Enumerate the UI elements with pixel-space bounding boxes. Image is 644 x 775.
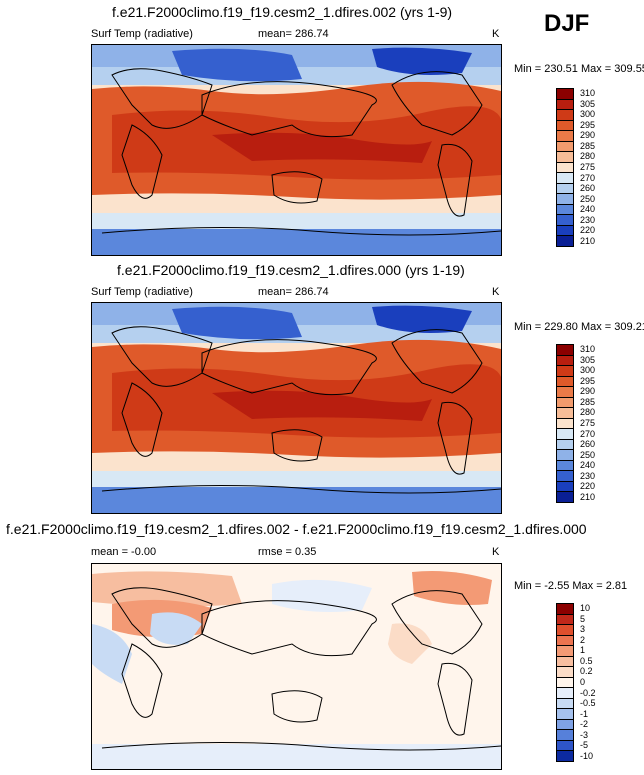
- panel1-title: f.e21.F2000climo.f19_f19.cesm2_1.dfires.…: [112, 4, 453, 20]
- colorbar-tick-label: 300: [580, 365, 596, 376]
- colorbar-tick-label: 285: [580, 396, 596, 407]
- colorbar-tick-label: 295: [580, 119, 596, 130]
- colorbar-tick-label: -0.5: [580, 698, 596, 709]
- colorbar-tick-label: 280: [580, 151, 596, 162]
- colorbar-tick-label: 305: [580, 354, 596, 365]
- colorbar-tick-label: 2: [580, 634, 586, 645]
- colorbar-tick-label: 0.5: [580, 655, 593, 666]
- colorbar-tick-label: -5: [580, 740, 589, 751]
- colorbar-cell: [556, 491, 574, 503]
- colorbar-tick-label: 300: [580, 109, 596, 120]
- colorbar-tick-label: 270: [580, 428, 596, 439]
- colorbar-tick-label: 295: [580, 375, 596, 386]
- panel1-colorbar: [556, 88, 574, 247]
- panel3-units-label: K: [492, 546, 500, 558]
- panel3-map: [91, 563, 502, 770]
- colorbar-tick-label: 310: [580, 88, 596, 99]
- colorbar-tick-label: 210: [580, 235, 596, 246]
- panel1-variable-label: Surf Temp (radiative): [91, 28, 193, 40]
- colorbar-tick-label: 270: [580, 172, 596, 183]
- colorbar-tick-label: 3: [580, 624, 586, 635]
- panel3-title: f.e21.F2000climo.f19_f19.cesm2_1.dfires.…: [6, 521, 587, 537]
- panel1-units-label: K: [492, 28, 500, 40]
- colorbar-tick-label: 250: [580, 449, 596, 460]
- colorbar-tick-label: 290: [580, 130, 596, 141]
- colorbar-tick-label: -10: [580, 750, 594, 761]
- colorbar-tick-label: 285: [580, 140, 596, 151]
- colorbar-cell: [556, 750, 574, 762]
- colorbar-tick-label: 240: [580, 460, 596, 471]
- panel2-title: f.e21.F2000climo.f19_f19.cesm2_1.dfires.…: [117, 262, 465, 278]
- colorbar-tick-label: -1: [580, 708, 589, 719]
- colorbar-tick-label: 230: [580, 470, 596, 481]
- colorbar-tick-label: 230: [580, 214, 596, 225]
- colorbar-tick-label: 5: [580, 613, 586, 624]
- colorbar-tick-label: -3: [580, 729, 589, 740]
- panel2-colorbar: [556, 344, 574, 503]
- colorbar-tick-label: -0.2: [580, 687, 596, 698]
- colorbar-tick-label: 260: [580, 439, 596, 450]
- colorbar-tick-label: 275: [580, 162, 596, 172]
- panel2-mean-label: mean= 286.74: [258, 286, 329, 298]
- colorbar-tick-label: 250: [580, 193, 596, 204]
- colorbar-cell: [556, 235, 574, 247]
- panel2-minmax-label: Min = 229.80 Max = 309.21: [514, 321, 644, 333]
- panel3-colorbar: [556, 603, 574, 762]
- colorbar-tick-label: 220: [580, 225, 596, 236]
- season-label: DJF: [544, 10, 590, 37]
- panel2-units-label: K: [492, 286, 500, 298]
- colorbar-tick-label: 275: [580, 418, 596, 428]
- panel3-rmse-label: rmse = 0.35: [258, 546, 317, 558]
- panel2-map: [91, 302, 502, 514]
- colorbar-tick-label: 0.2: [580, 666, 593, 677]
- colorbar-tick-label: -2: [580, 719, 589, 730]
- panel1-mean-label: mean= 286.74: [258, 28, 329, 40]
- panel1-minmax-label: Min = 230.51 Max = 309.55: [514, 63, 644, 75]
- colorbar-tick-label: 305: [580, 98, 596, 109]
- colorbar-tick-label: 210: [580, 491, 596, 502]
- colorbar-tick-label: 260: [580, 183, 596, 194]
- colorbar-tick-label: 290: [580, 386, 596, 397]
- panel1-map: [91, 44, 502, 256]
- colorbar-tick-label: 240: [580, 204, 596, 215]
- panel2-variable-label: Surf Temp (radiative): [91, 286, 193, 298]
- colorbar-tick-label: 220: [580, 481, 596, 492]
- colorbar-tick-label: 280: [580, 407, 596, 418]
- colorbar-tick-label: 10: [580, 603, 591, 614]
- panel3-mean-label: mean = -0.00: [91, 546, 157, 558]
- colorbar-tick-label: 0: [580, 677, 586, 687]
- colorbar-tick-label: 310: [580, 344, 596, 355]
- panel3-minmax-label: Min = -2.55 Max = 2.81: [514, 580, 628, 592]
- colorbar-tick-label: 1: [580, 645, 586, 656]
